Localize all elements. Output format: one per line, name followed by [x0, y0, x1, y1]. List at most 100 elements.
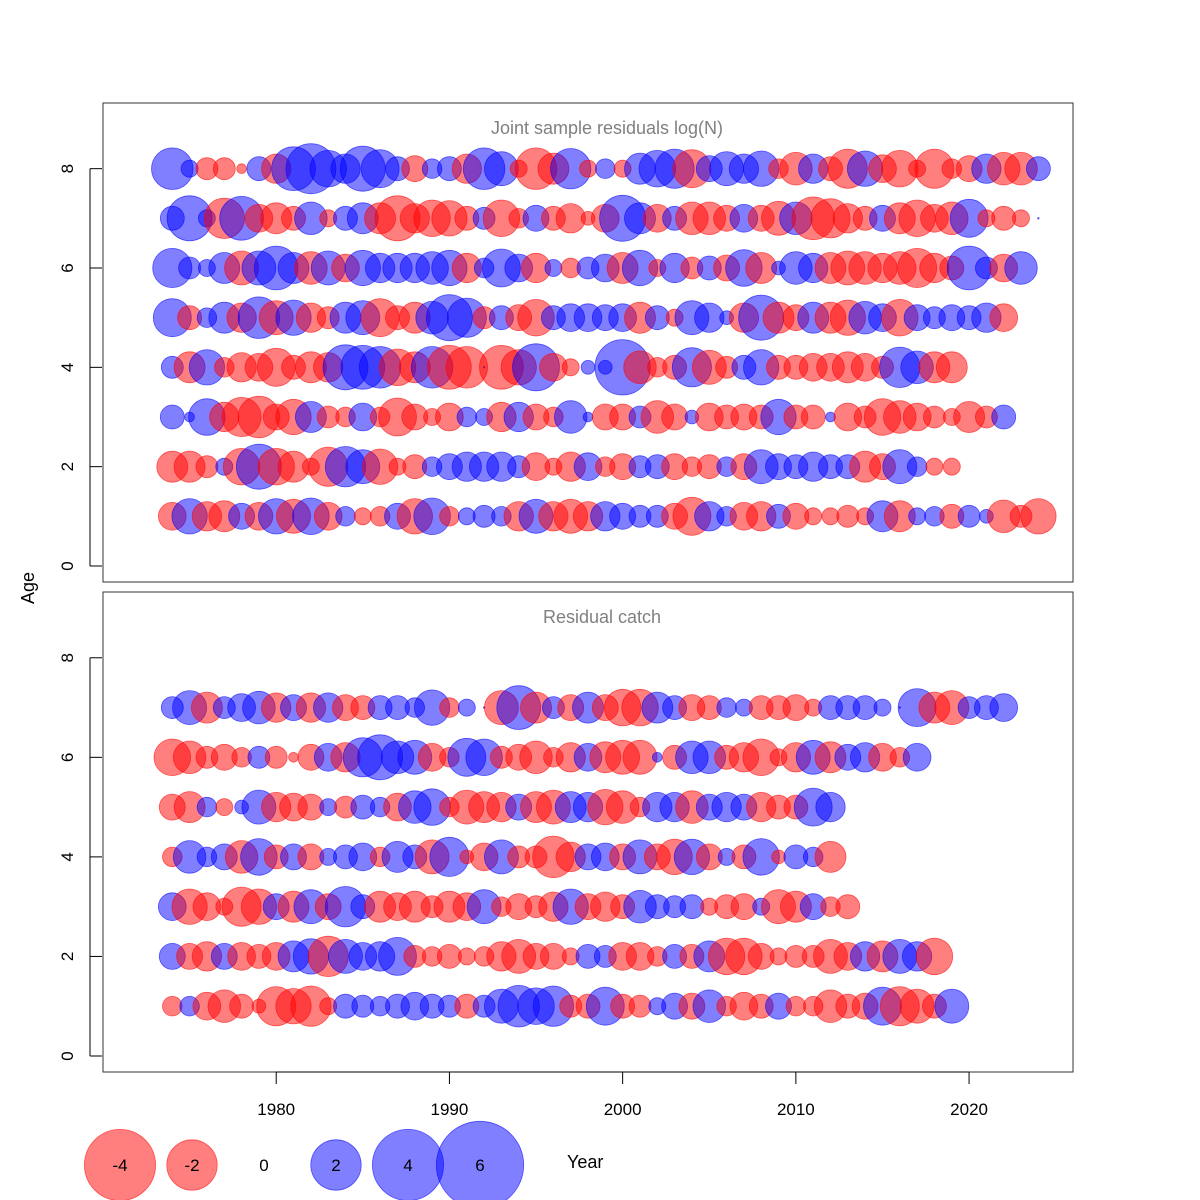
bubble-top-age5-2022: [989, 303, 1018, 333]
y-tick-label-top-8: 8: [58, 164, 77, 173]
bubble-top-age8-2024: [1026, 156, 1051, 182]
legend-bubble-3: [310, 1139, 362, 1191]
y-axis-title: Age: [18, 572, 38, 604]
bubble-top-age1-1985: [353, 507, 372, 526]
bubble-top-age3-1991: [456, 406, 478, 428]
bubble-top-age3-2018: [923, 405, 946, 429]
bubble-bottom-age7-1991: [457, 698, 476, 717]
bubble-bottom-age5-1977: [215, 798, 234, 816]
legend-label-0: -4: [112, 1156, 127, 1175]
bubble-bottom-age2-2018: [915, 937, 954, 976]
panel-top-bubbles: [151, 143, 1057, 536]
bubble-top-age6-2023: [1004, 251, 1038, 285]
bubble-bottom-age4-2009: [771, 849, 786, 865]
legend-label-5: 6: [475, 1156, 484, 1175]
bubble-top-age8-1977: [212, 157, 236, 181]
bubble-top-age2-2017: [906, 456, 928, 477]
bubble-top-age7-2024: [1037, 217, 1040, 220]
y-tick-label-bottom-0: 0: [58, 1051, 77, 1060]
panel-bottom: Residual catch 0 2 4 6 8: [58, 591, 1074, 1073]
bubble-bottom-age2-1991: [457, 947, 476, 966]
bubble-bottom-age3-2013: [835, 894, 861, 920]
bubble-top-age4-1997: [561, 358, 580, 377]
panel-top-y-axis: 0 2 4 6 8: [58, 164, 102, 571]
bubble-top-age1-2013: [836, 504, 860, 528]
legend-title-year: Year: [567, 1152, 603, 1172]
panel-bottom-bubbles: [153, 685, 1018, 1028]
x-tick-label-2010: 2010: [777, 1100, 815, 1119]
panel-top-frame: [102, 102, 1074, 583]
bubble-top-age2-1976: [195, 455, 219, 479]
y-tick-label-bottom-2: 2: [58, 952, 77, 961]
bubble-top-age2-2019: [942, 457, 961, 476]
bubble-top-age1-1990: [439, 506, 460, 527]
legend-label-3: 2: [331, 1156, 340, 1175]
bubble-top-age1-2011: [804, 507, 823, 526]
y-tick-label-top-6: 6: [58, 263, 77, 272]
x-tick-label-2000: 2000: [604, 1100, 642, 1119]
legend-label-2: 0: [259, 1156, 268, 1175]
bubble-bottom-age1-1974: [162, 996, 183, 1017]
bubble-bottom-age1-2019: [934, 988, 970, 1024]
x-tick-label-1990: 1990: [431, 1100, 469, 1119]
bubble-top-age4-1998: [580, 359, 596, 375]
bubble-top-age8-1999: [595, 158, 616, 179]
bubble-top-age3-1974: [159, 404, 185, 430]
panel-bottom-y-axis: 0 2 4 6 8: [58, 653, 102, 1061]
legend-bubble-1: [166, 1139, 218, 1191]
legend-bubble-5: [435, 1120, 525, 1200]
panel-top: Joint sample residuals log(N) 0 2 4 6 8: [58, 102, 1074, 583]
bubble-bottom-age7-2022: [989, 693, 1018, 722]
y-tick-label-top-4: 4: [58, 363, 77, 372]
x-tick-label-2020: 2020: [950, 1100, 988, 1119]
bubble-bottom-age6-2017: [902, 742, 932, 772]
bubble-bottom-age3-2004: [679, 894, 705, 920]
bubble-bottom-age1-2001: [628, 994, 652, 1018]
bubble-top-age1-2024: [1020, 498, 1057, 535]
bubble-top-age4-2019: [935, 351, 968, 384]
bubble-top-age1-2017: [908, 507, 926, 526]
panel-bottom-title: Residual catch: [543, 607, 661, 627]
bubble-top-age1-2020: [957, 504, 981, 528]
bubble-bottom-age2-1990: [436, 944, 462, 969]
y-tick-label-bottom-8: 8: [58, 653, 77, 662]
bubble-top-age3-2022: [991, 404, 1017, 430]
bubble-bottom-age6-1981: [288, 751, 299, 763]
bubble-bottom-age5-1976: [196, 796, 218, 818]
bubble-bottom-age1-1978: [229, 993, 255, 1019]
bubble-bottom-age7-1990: [439, 697, 460, 718]
bubble-top-age8-1998: [579, 159, 597, 178]
bubble-top-age1-1984: [335, 506, 356, 527]
legend-label-1: -2: [184, 1156, 199, 1175]
bubble-top-age3-2003: [661, 403, 688, 431]
bubble-bottom-age7-2006: [716, 697, 737, 718]
y-tick-label-top-0: 0: [58, 561, 77, 570]
x-axis: 1980 1990 2000 2010 2020: [257, 1071, 988, 1119]
bubble-top-age6-1996: [544, 259, 563, 277]
bubble-bottom-age4-2012: [814, 841, 847, 873]
bubble-top-age3-1997: [554, 400, 588, 434]
legend-label-4: 4: [403, 1156, 412, 1175]
bubble-bottom-age2-2009: [769, 947, 788, 966]
bubble-bottom-age7-2015: [873, 698, 892, 717]
bubble-top-age7-2023: [1012, 209, 1030, 228]
legend-bubble-0: [84, 1129, 156, 1200]
bubble-top-age3-1998: [582, 411, 594, 423]
bubble-top-age8-1978: [236, 163, 247, 175]
y-tick-label-bottom-6: 6: [58, 753, 77, 762]
bubble-top-age6-1975: [178, 256, 202, 280]
bubble-bottom-age5-2012: [815, 791, 846, 823]
size-legend: -4 -2 0 2 4 6: [84, 1120, 525, 1200]
bubble-bottom-age6-2002: [651, 751, 663, 763]
bubble-bottom-age6-2001: [622, 739, 658, 775]
bubble-top-age3-2011: [800, 404, 826, 430]
bubble-top-age2-2018: [925, 457, 944, 476]
panel-top-title: Joint sample residuals log(N): [491, 118, 723, 138]
bubble-bottom-age1-2010: [785, 996, 807, 1017]
x-tick-label-1980: 1980: [257, 1100, 295, 1119]
bubble-bottom-age7-2014: [852, 695, 878, 720]
y-tick-label-bottom-4: 4: [58, 852, 77, 861]
y-tick-label-top-2: 2: [58, 462, 77, 471]
bubble-bottom-age6-1980: [264, 745, 288, 769]
